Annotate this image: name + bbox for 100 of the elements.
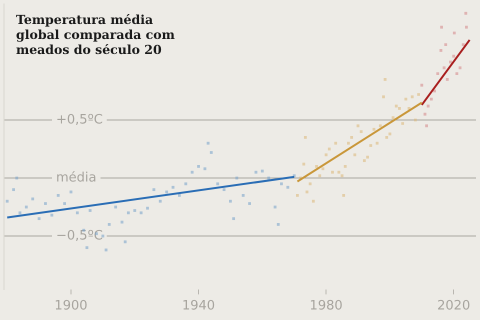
point: [286, 186, 290, 189]
point: [88, 209, 92, 212]
point: [146, 206, 149, 210]
x-tick-label: 2020: [437, 298, 470, 314]
point: [337, 170, 340, 174]
point: [385, 136, 388, 139]
point: [120, 220, 124, 224]
point: [440, 48, 442, 52]
point: [242, 194, 245, 197]
point: [38, 217, 40, 220]
point: [152, 188, 156, 192]
point: [369, 144, 372, 147]
point: [18, 211, 22, 214]
point: [342, 194, 346, 197]
point: [322, 167, 324, 170]
point: [114, 206, 118, 208]
point: [86, 246, 88, 250]
point: [376, 142, 379, 145]
point: [315, 165, 318, 168]
point: [302, 162, 306, 166]
point: [382, 95, 385, 98]
point: [388, 132, 392, 136]
point: [12, 188, 15, 192]
point: [248, 202, 251, 205]
point: [235, 176, 238, 180]
point: [414, 118, 417, 122]
point: [50, 214, 54, 217]
x-tick-label: 1900: [54, 298, 88, 314]
point: [331, 170, 334, 174]
point: [436, 72, 440, 76]
point: [446, 78, 449, 81]
point: [172, 186, 174, 189]
point: [312, 200, 315, 203]
point: [140, 211, 143, 214]
point: [384, 78, 387, 81]
point: [430, 98, 433, 101]
point: [462, 43, 465, 46]
point: [204, 167, 206, 170]
x-tick-label: 1940: [182, 298, 216, 314]
point: [425, 124, 428, 128]
point: [304, 136, 307, 139]
point: [296, 194, 299, 197]
point: [440, 26, 443, 29]
point: [356, 124, 360, 128]
point: [56, 194, 60, 197]
point: [465, 26, 468, 29]
point: [70, 190, 72, 194]
point: [458, 66, 462, 70]
x-tick-label: 1980: [310, 298, 343, 314]
point: [197, 165, 200, 168]
point: [267, 176, 270, 180]
point: [274, 206, 276, 208]
y-tick-label: média: [56, 170, 96, 186]
point: [328, 148, 331, 150]
point: [394, 104, 398, 108]
point: [344, 165, 347, 168]
point: [360, 130, 363, 134]
point: [24, 206, 28, 208]
point: [426, 104, 430, 108]
point: [15, 176, 18, 180]
point: [165, 190, 168, 194]
point: [417, 93, 420, 96]
point: [452, 32, 456, 34]
point: [350, 136, 354, 139]
point: [178, 194, 181, 197]
point: [401, 122, 404, 125]
point: [455, 72, 458, 76]
point: [229, 200, 232, 203]
point: [276, 223, 280, 226]
point: [280, 182, 283, 186]
point: [442, 66, 446, 70]
point: [404, 98, 408, 101]
point: [347, 142, 350, 145]
point: [254, 170, 258, 174]
point: [366, 156, 369, 159]
point: [424, 112, 426, 116]
point: [308, 182, 312, 186]
point: [449, 60, 452, 64]
point: [210, 151, 213, 154]
point: [392, 116, 394, 120]
point: [260, 170, 264, 172]
point: [63, 202, 66, 205]
point: [104, 248, 108, 252]
point: [76, 211, 79, 214]
point: [324, 153, 328, 156]
point: [126, 211, 130, 214]
text: Temperatura média global comparada com meados do século 20: [16, 12, 176, 57]
point: [372, 128, 376, 131]
point: [398, 107, 401, 110]
point: [108, 223, 111, 226]
y-tick-label: −0,5ºC: [56, 228, 103, 244]
point: [31, 197, 34, 200]
point: [340, 174, 344, 178]
point: [232, 217, 236, 220]
point: [206, 142, 210, 145]
point: [190, 170, 194, 174]
y-tick-label: +0,5ºC: [56, 112, 103, 128]
point: [306, 190, 308, 194]
point: [362, 159, 366, 162]
point: [444, 43, 448, 46]
